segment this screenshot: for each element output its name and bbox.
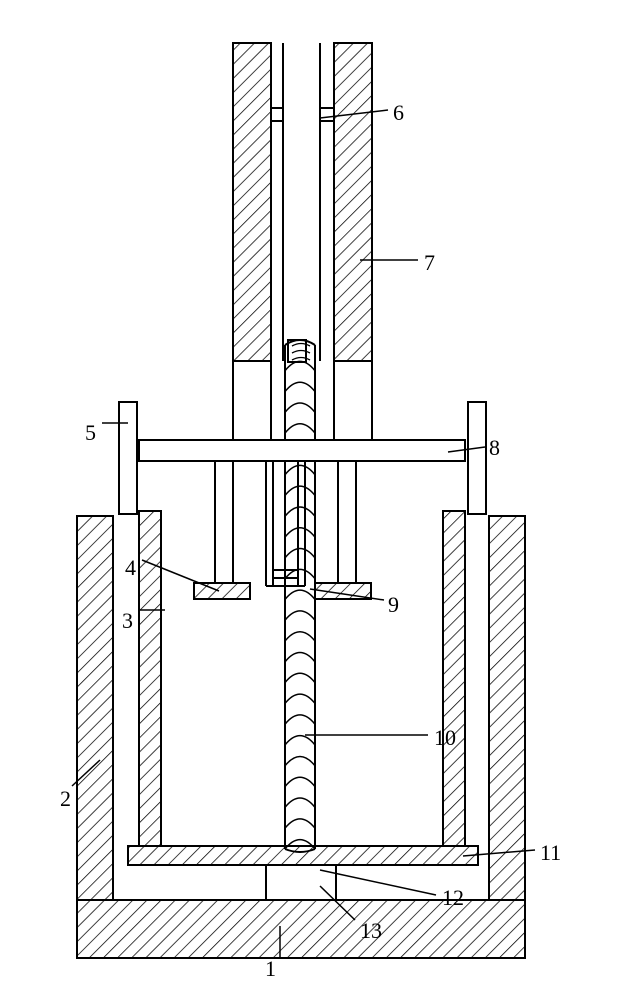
- label-number-2: 2: [60, 786, 71, 811]
- label-number-5: 5: [85, 420, 96, 445]
- outer-wall-right: [489, 516, 525, 900]
- upper-channel-right: [334, 43, 372, 361]
- inner-wall-left: [139, 511, 161, 846]
- clamp-plate-left: [194, 583, 250, 599]
- label-number-4: 4: [125, 555, 136, 580]
- clamp-post-right: [338, 461, 356, 583]
- label-number-13: 13: [360, 918, 382, 943]
- crossbar-top: [139, 440, 465, 461]
- label-number-7: 7: [424, 250, 435, 275]
- label-number-6: 6: [393, 100, 404, 125]
- label-number-3: 3: [122, 608, 133, 633]
- motor-block: [266, 865, 336, 900]
- outer-wall-left: [77, 516, 113, 900]
- screw: [285, 340, 315, 852]
- label-number-11: 11: [540, 840, 561, 865]
- guide-rod-left: [119, 402, 137, 514]
- upper-channel-left: [233, 43, 271, 361]
- leader-line: [320, 870, 436, 895]
- clamp-post-left: [215, 461, 233, 583]
- label-number-8: 8: [489, 435, 500, 460]
- label-number-12: 12: [442, 885, 464, 910]
- label-number-1: 1: [265, 956, 276, 981]
- inner-wall-right: [443, 511, 465, 846]
- label-number-9: 9: [388, 592, 399, 617]
- label-number-10: 10: [434, 725, 456, 750]
- guide-rod-right: [468, 402, 486, 514]
- bottom-plate: [128, 846, 478, 865]
- diagram-svg: 12345678910111213: [0, 0, 619, 1000]
